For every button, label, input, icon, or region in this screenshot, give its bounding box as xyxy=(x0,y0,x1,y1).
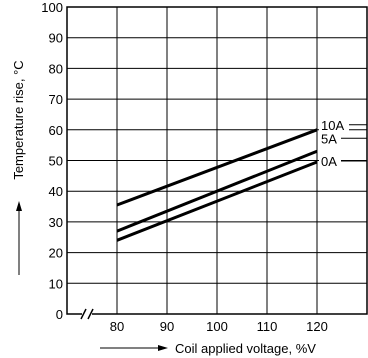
series-label-bg-0a xyxy=(319,154,341,168)
series-line-10a xyxy=(116,128,318,207)
series-label-bg-10a xyxy=(319,117,349,131)
x-tick-label-90: 90 xyxy=(160,319,174,334)
series-line-0a xyxy=(116,160,318,242)
y-tick-label-70: 70 xyxy=(49,92,63,107)
x-tick-label-110: 110 xyxy=(257,319,278,334)
x-axis-label-group: Coil applied voltage, %V xyxy=(100,341,316,356)
break-slash-right xyxy=(87,308,94,320)
y-axis-arrow-head xyxy=(16,201,22,211)
x-axis-break-mark xyxy=(80,308,94,320)
y-axis-label-group: Temperature rise, °C xyxy=(11,60,26,275)
y-tick-label-60: 60 xyxy=(49,123,63,138)
x-tick-label-100: 100 xyxy=(206,319,228,334)
x-tick-label-80: 80 xyxy=(110,319,124,334)
y-tick-label-20: 20 xyxy=(49,246,63,261)
plot-border xyxy=(66,6,368,315)
y-tick-labels: 0 10 20 30 40 50 60 70 80 90 100 xyxy=(41,0,63,322)
y-tick-label-90: 90 xyxy=(49,31,63,46)
x-tick-label-120: 120 xyxy=(306,319,328,334)
x-axis-label: Coil applied voltage, %V xyxy=(175,341,316,356)
break-slash-left xyxy=(80,308,87,320)
break-gap xyxy=(82,309,92,319)
plot-frame xyxy=(66,6,368,315)
y-tick-label-100: 100 xyxy=(41,0,63,15)
y-axis-label: Temperature rise, °C xyxy=(11,60,26,179)
x-tick-labels: 80 90 100 110 120 xyxy=(110,319,328,334)
x-axis-arrow-head xyxy=(158,345,168,351)
y-tick-label-30: 30 xyxy=(49,215,63,230)
series-label-0a: 0A xyxy=(321,154,337,169)
y-tick-label-10: 10 xyxy=(49,276,63,291)
y-tick-label-0: 0 xyxy=(56,307,63,322)
y-tick-label-80: 80 xyxy=(49,61,63,76)
y-tick-label-50: 50 xyxy=(49,154,63,169)
series-label-bg-5a xyxy=(319,131,341,145)
series-label-10a: 10A xyxy=(321,118,344,133)
grid xyxy=(67,7,367,314)
y-tick-label-40: 40 xyxy=(49,184,63,199)
series-line-5a xyxy=(116,149,318,233)
series-label-5a: 5A xyxy=(321,131,337,146)
